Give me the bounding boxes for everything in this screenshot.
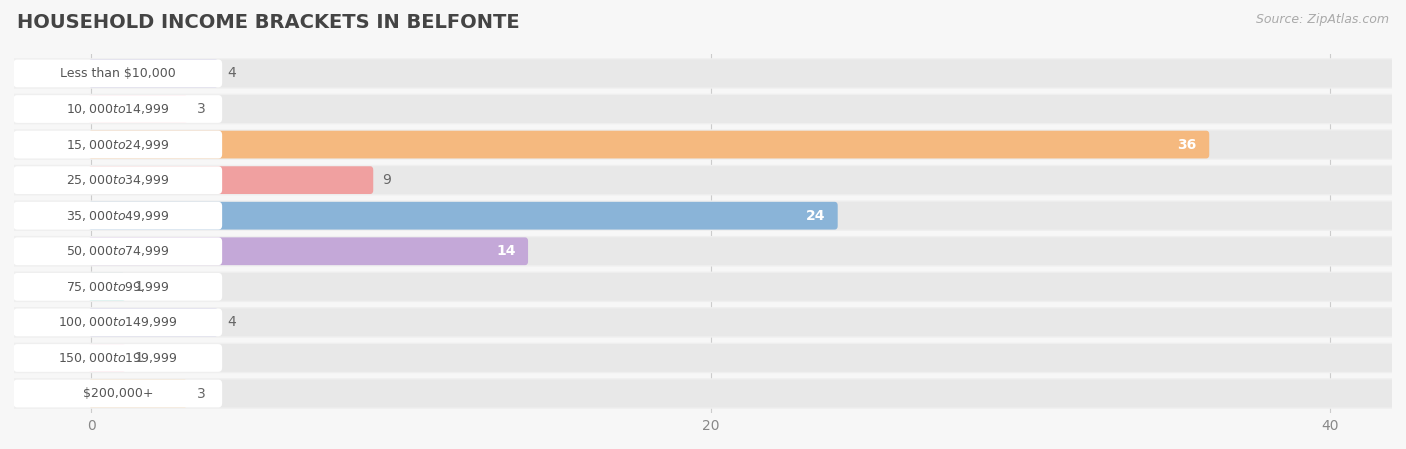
Text: 14: 14 (496, 244, 516, 258)
FancyBboxPatch shape (89, 166, 1395, 194)
FancyBboxPatch shape (89, 380, 187, 407)
Text: 1: 1 (135, 280, 143, 294)
FancyBboxPatch shape (89, 380, 1395, 407)
FancyBboxPatch shape (89, 131, 1209, 158)
Text: $25,000 to $34,999: $25,000 to $34,999 (66, 173, 170, 187)
FancyBboxPatch shape (89, 60, 1395, 87)
FancyBboxPatch shape (11, 378, 1395, 409)
Text: 4: 4 (228, 66, 236, 80)
FancyBboxPatch shape (11, 94, 1395, 124)
Text: $10,000 to $14,999: $10,000 to $14,999 (66, 102, 170, 116)
FancyBboxPatch shape (14, 95, 222, 123)
FancyBboxPatch shape (89, 238, 529, 265)
FancyBboxPatch shape (89, 273, 1395, 301)
FancyBboxPatch shape (11, 129, 1395, 160)
Text: 4: 4 (228, 315, 236, 330)
FancyBboxPatch shape (14, 273, 222, 301)
FancyBboxPatch shape (89, 60, 218, 87)
FancyBboxPatch shape (14, 131, 222, 158)
FancyBboxPatch shape (11, 58, 1395, 89)
Text: $15,000 to $24,999: $15,000 to $24,999 (66, 137, 170, 152)
Text: $50,000 to $74,999: $50,000 to $74,999 (66, 244, 170, 258)
FancyBboxPatch shape (14, 344, 222, 372)
FancyBboxPatch shape (89, 308, 1395, 336)
FancyBboxPatch shape (89, 131, 1395, 158)
Text: 3: 3 (197, 102, 205, 116)
FancyBboxPatch shape (89, 273, 125, 301)
FancyBboxPatch shape (14, 166, 222, 194)
FancyBboxPatch shape (89, 95, 187, 123)
FancyBboxPatch shape (89, 166, 373, 194)
Text: $150,000 to $199,999: $150,000 to $199,999 (58, 351, 177, 365)
Text: 36: 36 (1178, 137, 1197, 152)
FancyBboxPatch shape (89, 308, 218, 336)
FancyBboxPatch shape (11, 165, 1395, 195)
Text: 3: 3 (197, 387, 205, 401)
Text: $100,000 to $149,999: $100,000 to $149,999 (58, 315, 177, 330)
FancyBboxPatch shape (11, 343, 1395, 373)
Text: Less than $10,000: Less than $10,000 (60, 67, 176, 80)
FancyBboxPatch shape (89, 95, 1395, 123)
FancyBboxPatch shape (89, 344, 125, 372)
Text: $75,000 to $99,999: $75,000 to $99,999 (66, 280, 170, 294)
FancyBboxPatch shape (14, 238, 222, 265)
Text: 9: 9 (382, 173, 391, 187)
FancyBboxPatch shape (14, 60, 222, 87)
Text: $35,000 to $49,999: $35,000 to $49,999 (66, 209, 170, 223)
FancyBboxPatch shape (11, 200, 1395, 231)
FancyBboxPatch shape (89, 202, 838, 229)
Text: Source: ZipAtlas.com: Source: ZipAtlas.com (1256, 13, 1389, 26)
FancyBboxPatch shape (89, 238, 1395, 265)
Text: $200,000+: $200,000+ (83, 387, 153, 400)
Text: 24: 24 (806, 209, 825, 223)
FancyBboxPatch shape (89, 344, 1395, 372)
FancyBboxPatch shape (14, 202, 222, 229)
FancyBboxPatch shape (11, 307, 1395, 338)
FancyBboxPatch shape (14, 308, 222, 336)
FancyBboxPatch shape (89, 202, 1395, 229)
FancyBboxPatch shape (11, 236, 1395, 267)
Text: 1: 1 (135, 351, 143, 365)
FancyBboxPatch shape (14, 380, 222, 407)
FancyBboxPatch shape (11, 272, 1395, 302)
Text: HOUSEHOLD INCOME BRACKETS IN BELFONTE: HOUSEHOLD INCOME BRACKETS IN BELFONTE (17, 13, 519, 32)
